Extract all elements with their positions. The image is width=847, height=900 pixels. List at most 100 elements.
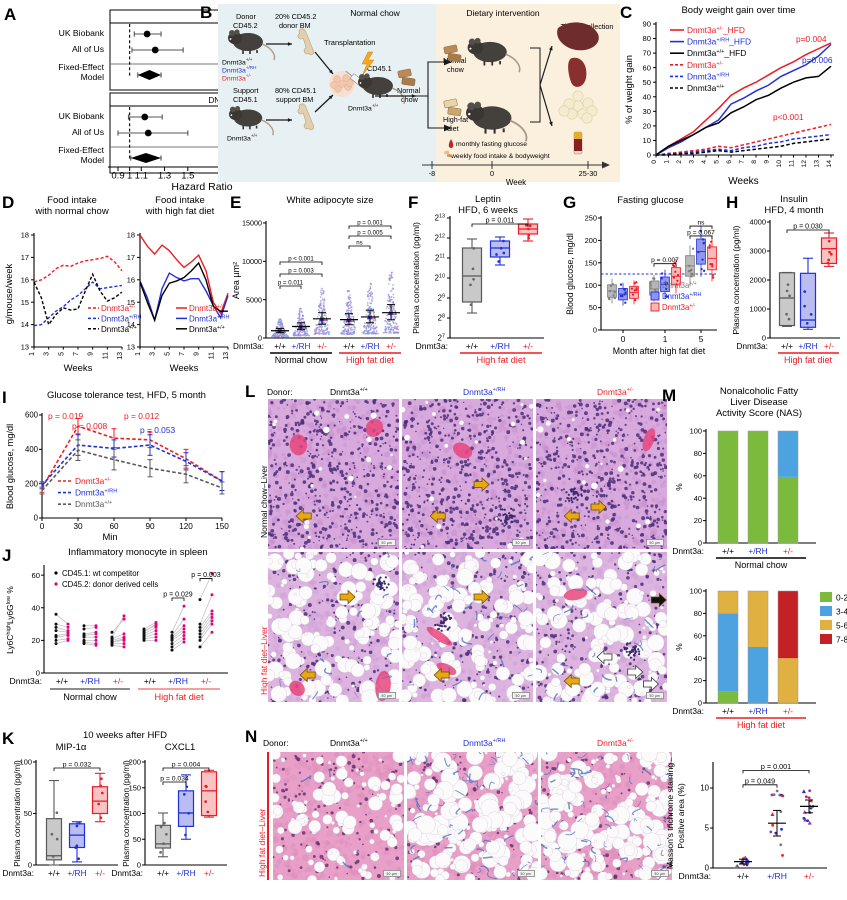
svg-text:CD45.1: wt competitor: CD45.1: wt competitor [62,569,140,578]
panel-h-insulin: H Insulin HFD, 4 month 0 1000 2000 3000 4000… [726,190,847,385]
svg-text:Dnmt3a+/+: Dnmt3a+/+ [662,281,697,290]
svg-text:1: 1 [135,352,142,356]
panel-j-monocyte: J Inflammatory monocyte in spleen 0 20 40 6… [0,545,245,730]
normal-chow-feed-label-l1: Normal [397,86,421,95]
annotation-arrow [563,508,580,524]
svg-text:0: 0 [651,160,658,164]
panel-l-label: L [245,382,256,401]
donor-title-label: Donor [236,12,256,21]
svg-text:+/RH: +/RH [361,342,380,351]
annotation-arrow [473,589,490,605]
svg-text:50: 50 [133,835,141,844]
donor-genotype-rh: Dnmt3a+/RH [222,65,257,75]
svg-text:p = 0.067: p = 0.067 [687,229,715,236]
histology-image: 50 µm [407,752,538,880]
svg-text:17: 17 [127,253,135,262]
svg-text:p = 0.003: p = 0.003 [191,572,220,579]
svg-text:+/-: +/- [317,342,327,351]
scale-bar: 50 µm [377,692,396,699]
svg-text:14: 14 [21,320,29,329]
svg-text:All of Us: All of Us [72,127,104,137]
panel-j-label: J [2,546,12,565]
panel-h-label: H [726,193,739,212]
panel-k-cytokines: K 10 weeks after HFD MIP-1α CXCL1 0 50 100… [0,730,250,900]
schematic-graphics: -8 0 25-30 Week [228,22,610,187]
leptin-chart: 27 28 29 210 211 212 213 p = 0.011 Dnmt3a: +/+ +/R… [411,214,544,365]
branch-high-fat-diet-l1: High-fat [443,115,469,124]
panel-m-nas: M Nonalcoholic Fatty Liver Disease Activ… [660,383,847,733]
svg-text:25-30: 25-30 [579,169,598,178]
svg-text:CD45.2: donor derived cells: CD45.2: donor derived cells [62,580,158,589]
donor-bm-label-line2: donor BM [279,21,311,30]
svg-text:200: 200 [25,479,39,488]
svg-text:p = 0.019: p = 0.019 [48,411,84,421]
svg-text:0.9: 0.9 [111,171,124,182]
panel-k-right-title: CXCL1 [164,742,196,753]
svg-text:+/RH: +/RH [168,676,188,686]
svg-text:p=0.006: p=0.006 [802,55,833,65]
scale-bar: 50 µm [511,539,530,546]
svg-text:Fixed-Effect: Fixed-Effect [58,145,104,155]
svg-text:Area µm²: Area µm² [231,262,241,299]
panel-g-title: Fasting glucose [617,195,684,206]
svg-text:7: 7 [179,352,186,356]
panel-n-row-label-hfd: High fat diet–Liver [257,808,267,877]
panel-m-title-l1: Nonalcoholic Fatty [719,386,799,397]
panel-l-liver-histology: L Donor: Dnmt3a+/+ Dnmt3a+/RH Dnmt3a+/- … [245,382,667,733]
svg-text:p<0.001: p<0.001 [773,112,804,122]
svg-text:Dnmt3a+/+: Dnmt3a+/+ [75,499,112,509]
svg-text:+/-: +/- [386,342,396,351]
annotation-arrow [590,499,607,515]
svg-text:Dnmt3a+/RH: Dnmt3a+/RH [75,488,117,498]
svg-text:0: 0 [36,669,40,678]
svg-text:10: 10 [643,136,651,145]
panel-i-gtt: I Glucose tolerance test, HFD, 5 month 0… [0,385,240,555]
branch-high-fat-diet-l2: diet [447,124,459,133]
panel-m-title-l2: Liver Disease [730,397,788,408]
svg-text:+/-: +/- [95,868,105,878]
svg-text:0: 0 [490,169,494,178]
panel-n-column-header-wt: Dnmt3a+/+ [330,738,368,748]
histology-image: 50 µm [268,399,399,549]
svg-text:50: 50 [643,78,651,87]
svg-text:+/+: +/+ [157,868,169,878]
annotation-arrow [643,676,660,692]
svg-text:Blood glucose, mg/dl: Blood glucose, mg/dl [5,424,15,509]
svg-text:16: 16 [127,275,135,284]
svg-text:13: 13 [127,343,135,352]
svg-text:Plasma concentration (pg/ml): Plasma concentration (pg/ml) [411,222,421,334]
svg-text:Min: Min [102,531,117,542]
svg-text:20: 20 [643,121,651,130]
svg-text:High fat diet: High fat diet [346,355,395,365]
scale-bar: 50 µm [511,692,530,699]
svg-text:15: 15 [21,298,29,307]
svg-text:Dnmt3a+/RH: Dnmt3a+/RH [687,71,729,81]
svg-text:Dnmt3a+/RH: Dnmt3a+/RH [189,314,230,323]
svg-text:All of Us: All of Us [72,44,104,54]
histology-image: 50 µm [402,552,533,702]
svg-text:50: 50 [24,809,32,818]
svg-text:100: 100 [20,758,32,767]
svg-text:+/RH: +/RH [490,341,510,351]
panel-a-label: A [4,5,17,24]
panel-h-title-l2: HFD, 4 month [764,205,824,216]
svg-text:1: 1 [663,335,668,344]
svg-text:+/+: +/+ [48,868,60,878]
svg-text:g/mouse/week: g/mouse/week [3,263,14,324]
histology-image: 50 µm [536,399,667,549]
svg-text:30: 30 [643,107,651,116]
support-bm-label-line2: support BM [276,95,314,104]
svg-text:Hazard Ratio: Hazard Ratio [171,181,232,193]
svg-text:0: 0 [28,861,32,870]
svg-text:Plasma concentration (pg/ml): Plasma concentration (pg/ml) [731,225,741,334]
svg-text:0: 0 [34,514,39,523]
panel-d-right-title-l2: with high fat diet [145,206,215,217]
svg-text:p=0.004: p=0.004 [796,34,827,44]
branch-normal-chow-l2: chow [447,65,464,74]
svg-text:p = 0.001: p = 0.001 [357,220,383,227]
transplantation-label: Transplantation [324,38,376,47]
panel-i-title: Glucose tolerance test, HFD, 5 month [47,390,206,401]
svg-text:Plasma concentration (pg/ml): Plasma concentration (pg/ml) [122,760,131,867]
svg-text:p = 0.030: p = 0.030 [793,224,822,231]
